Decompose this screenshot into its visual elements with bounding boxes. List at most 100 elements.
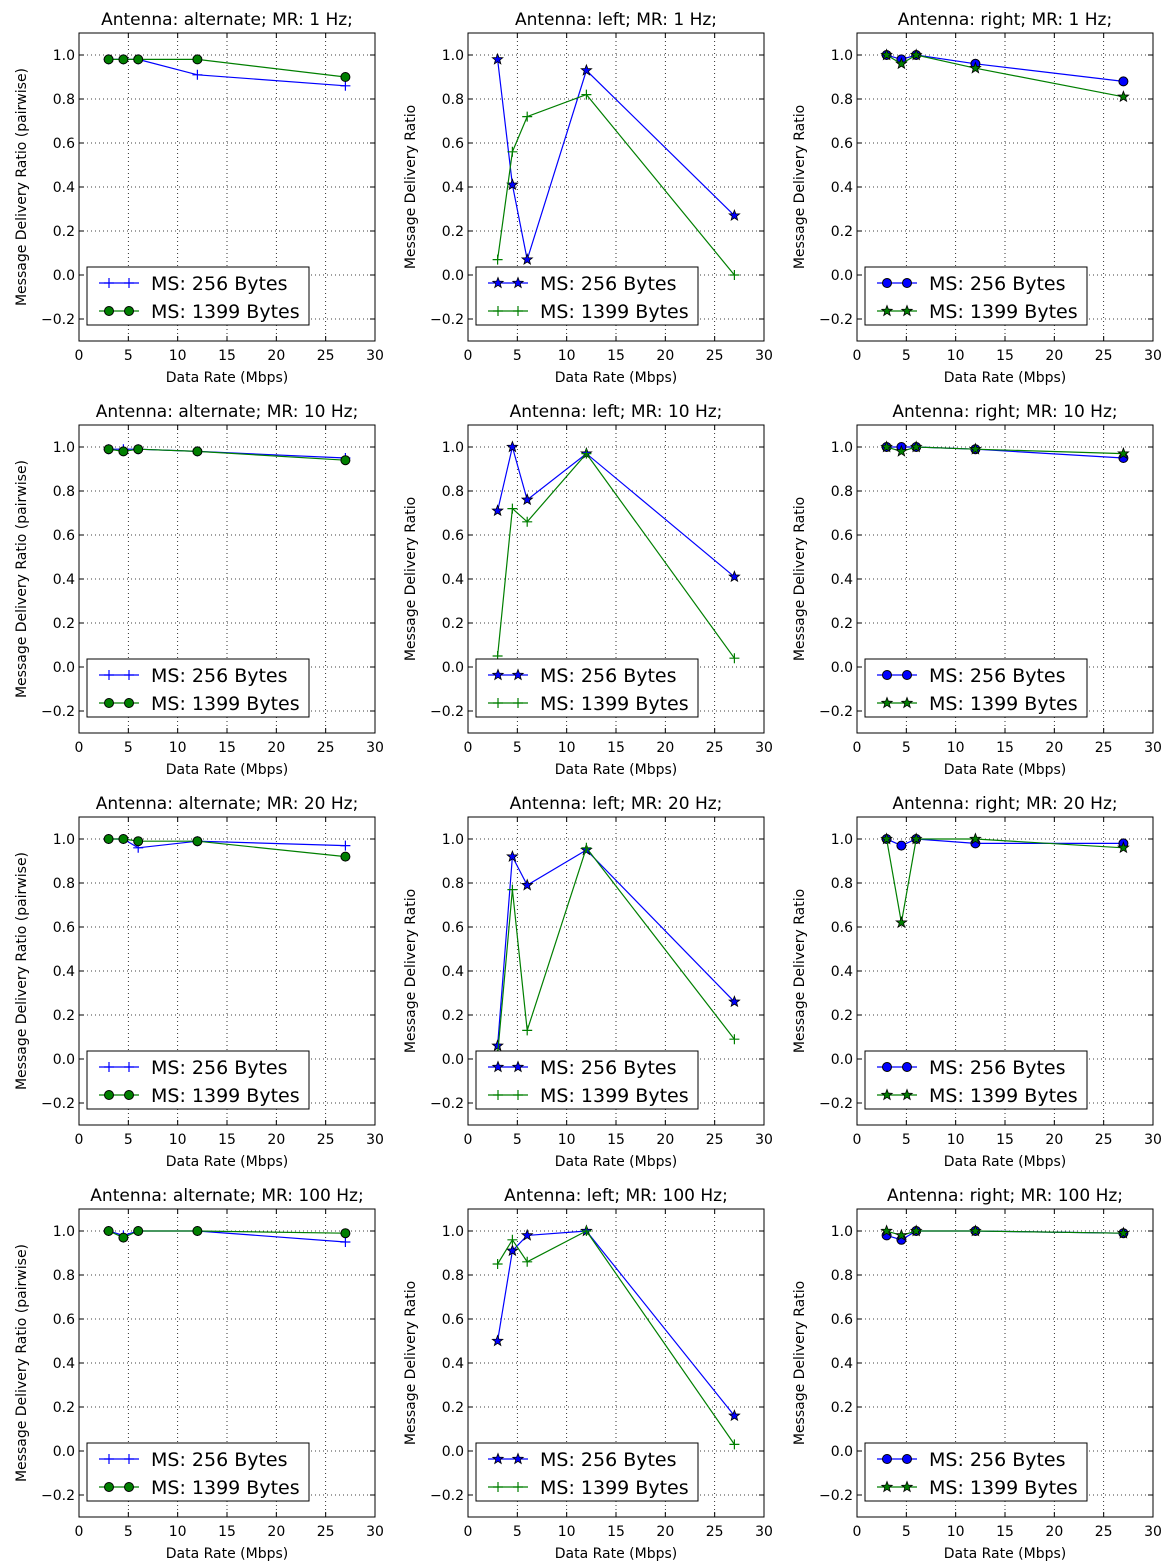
tick-label-y: −0.2 bbox=[819, 704, 853, 720]
tick-label-x: 0 bbox=[853, 1524, 862, 1540]
data-point bbox=[340, 1228, 351, 1239]
tick-label-y: 0.0 bbox=[831, 1444, 853, 1460]
tick-label-y: 1.0 bbox=[831, 440, 853, 456]
tick-label-y: 0.0 bbox=[442, 1052, 464, 1068]
tick-label-x: 20 bbox=[1045, 348, 1063, 364]
tick-label-x: 25 bbox=[706, 740, 724, 756]
data-point bbox=[969, 442, 982, 455]
tick-label-y: 1.0 bbox=[53, 48, 75, 64]
tick-label-y: 0.6 bbox=[442, 528, 464, 544]
plot-frame bbox=[78, 816, 376, 1126]
tick-label-y: 0.4 bbox=[831, 964, 853, 980]
legend-label: MS: 1399 Bytes bbox=[929, 1477, 1078, 1499]
legend-label: MS: 256 Bytes bbox=[540, 273, 677, 295]
tick-label-y: 1.0 bbox=[831, 832, 853, 848]
tick-label-x: 5 bbox=[124, 348, 133, 364]
data-point bbox=[340, 72, 351, 82]
legend-marker bbox=[104, 698, 114, 708]
tick-label-x: 20 bbox=[267, 1132, 285, 1148]
legend-box bbox=[475, 1050, 699, 1110]
tick-label-x: 10 bbox=[947, 348, 965, 364]
tick-label-y: 0.0 bbox=[53, 1444, 75, 1460]
legend-box bbox=[475, 658, 699, 718]
tick-label-y: 1.0 bbox=[442, 48, 464, 64]
data-point bbox=[118, 834, 129, 844]
tick-label-x: 5 bbox=[124, 1524, 133, 1540]
data-point bbox=[507, 503, 518, 514]
tick-label-x: 10 bbox=[947, 1524, 965, 1540]
tick-label-x: 20 bbox=[267, 348, 285, 364]
plot-frame bbox=[467, 424, 765, 734]
tick-label-x: 5 bbox=[902, 1524, 911, 1540]
series-2 bbox=[880, 1224, 1130, 1241]
tick-label-x: 20 bbox=[656, 1132, 674, 1148]
data-point bbox=[909, 832, 923, 845]
legend-marker bbox=[513, 1482, 523, 1492]
data-point bbox=[1117, 1226, 1130, 1239]
legend-box bbox=[86, 658, 310, 718]
data-point bbox=[506, 440, 519, 453]
data-point bbox=[895, 444, 908, 457]
tick-label-x: 30 bbox=[366, 1524, 384, 1540]
tick-label-x: 25 bbox=[317, 740, 335, 756]
data-point bbox=[880, 1224, 893, 1237]
legend-label: MS: 1399 Bytes bbox=[151, 1477, 300, 1499]
tick-label-y: 0.8 bbox=[442, 484, 464, 500]
data-point bbox=[491, 504, 504, 517]
tick-label-x: 15 bbox=[607, 348, 625, 364]
y-axis-label: Message Delivery Ratio bbox=[792, 889, 808, 1053]
legend-entry-1: MS: 256 Bytes bbox=[99, 273, 288, 295]
tick-label-x: 5 bbox=[902, 348, 911, 364]
data-point bbox=[103, 1226, 114, 1236]
tick-label-y: 0.0 bbox=[442, 660, 464, 676]
subplot-5: 0 5 10 15 20 25 30 −0.2 0.0 0.2 0.4 0.6 0.8 1.0 Antenn… bbox=[403, 402, 773, 778]
subplot-9: 0 5 10 15 20 25 30 −0.2 0.0 0.2 0.4 0.6 0.8 1.0 Antenn… bbox=[792, 794, 1162, 1170]
legend-entry-2: MS: 1399 Bytes bbox=[877, 693, 1078, 715]
tick-label-x: 5 bbox=[513, 1132, 522, 1148]
tick-label-x: 15 bbox=[996, 1132, 1014, 1148]
tick-label-y: −0.2 bbox=[41, 1488, 75, 1504]
data-point bbox=[506, 1244, 519, 1257]
data-point bbox=[192, 54, 203, 65]
legend-marker bbox=[104, 306, 114, 316]
tick-label-y: 1.0 bbox=[53, 1224, 75, 1240]
x-axis-label: Data Rate (Mbps) bbox=[166, 1154, 289, 1170]
tick-label-x: 25 bbox=[706, 1524, 724, 1540]
tick-label-x: 20 bbox=[1045, 1524, 1063, 1540]
tick-label-y: 0.2 bbox=[831, 1008, 853, 1024]
legend-entry-2: MS: 1399 Bytes bbox=[877, 301, 1078, 323]
tick-label-x: 0 bbox=[75, 740, 84, 756]
subplot-7: 0 5 10 15 20 25 30 −0.2 0.0 0.2 0.4 0.6 0.8 1.0 Antenn… bbox=[14, 794, 384, 1170]
x-axis-label: Data Rate (Mbps) bbox=[944, 1546, 1067, 1561]
legend-marker bbox=[124, 698, 134, 708]
tick-label-y: 0.4 bbox=[442, 180, 464, 196]
legend-marker bbox=[491, 668, 505, 681]
tick-label-y: 0.4 bbox=[831, 572, 853, 588]
subplot-8: 0 5 10 15 20 25 30 −0.2 0.0 0.2 0.4 0.6 0.8 1.0 Antenn… bbox=[403, 794, 773, 1170]
tick-label-y: 0.2 bbox=[53, 616, 75, 632]
tick-label-x: 25 bbox=[1095, 348, 1113, 364]
data-point bbox=[729, 270, 740, 280]
tick-label-y: 1.0 bbox=[442, 440, 464, 456]
legend-marker bbox=[900, 1480, 914, 1493]
tick-label-x: 25 bbox=[706, 1132, 724, 1148]
legend-marker bbox=[880, 1480, 894, 1493]
tick-label-y: 0.4 bbox=[442, 572, 464, 588]
legend-entry-2: MS: 1399 Bytes bbox=[99, 1477, 300, 1499]
legend-entry-1: MS: 256 Bytes bbox=[488, 1057, 677, 1079]
tick-label-x: 10 bbox=[558, 1524, 576, 1540]
tick-label-x: 15 bbox=[996, 740, 1014, 756]
series-1 bbox=[491, 52, 741, 265]
data-point bbox=[522, 1025, 533, 1036]
legend-entry-1: MS: 256 Bytes bbox=[488, 1449, 677, 1471]
data-point bbox=[118, 1232, 129, 1243]
tick-label-y: 0.8 bbox=[53, 484, 75, 500]
series-2 bbox=[492, 1226, 740, 1450]
tick-label-y: 0.6 bbox=[831, 136, 853, 152]
tick-label-y: 0.6 bbox=[831, 920, 853, 936]
tick-label-y: −0.2 bbox=[819, 1488, 853, 1504]
legend: MS: 256 Bytes MS: 1399 Bytes bbox=[475, 658, 699, 718]
legend-label: MS: 1399 Bytes bbox=[929, 693, 1078, 715]
data-point bbox=[340, 1237, 351, 1247]
legend-label: MS: 1399 Bytes bbox=[151, 301, 300, 323]
